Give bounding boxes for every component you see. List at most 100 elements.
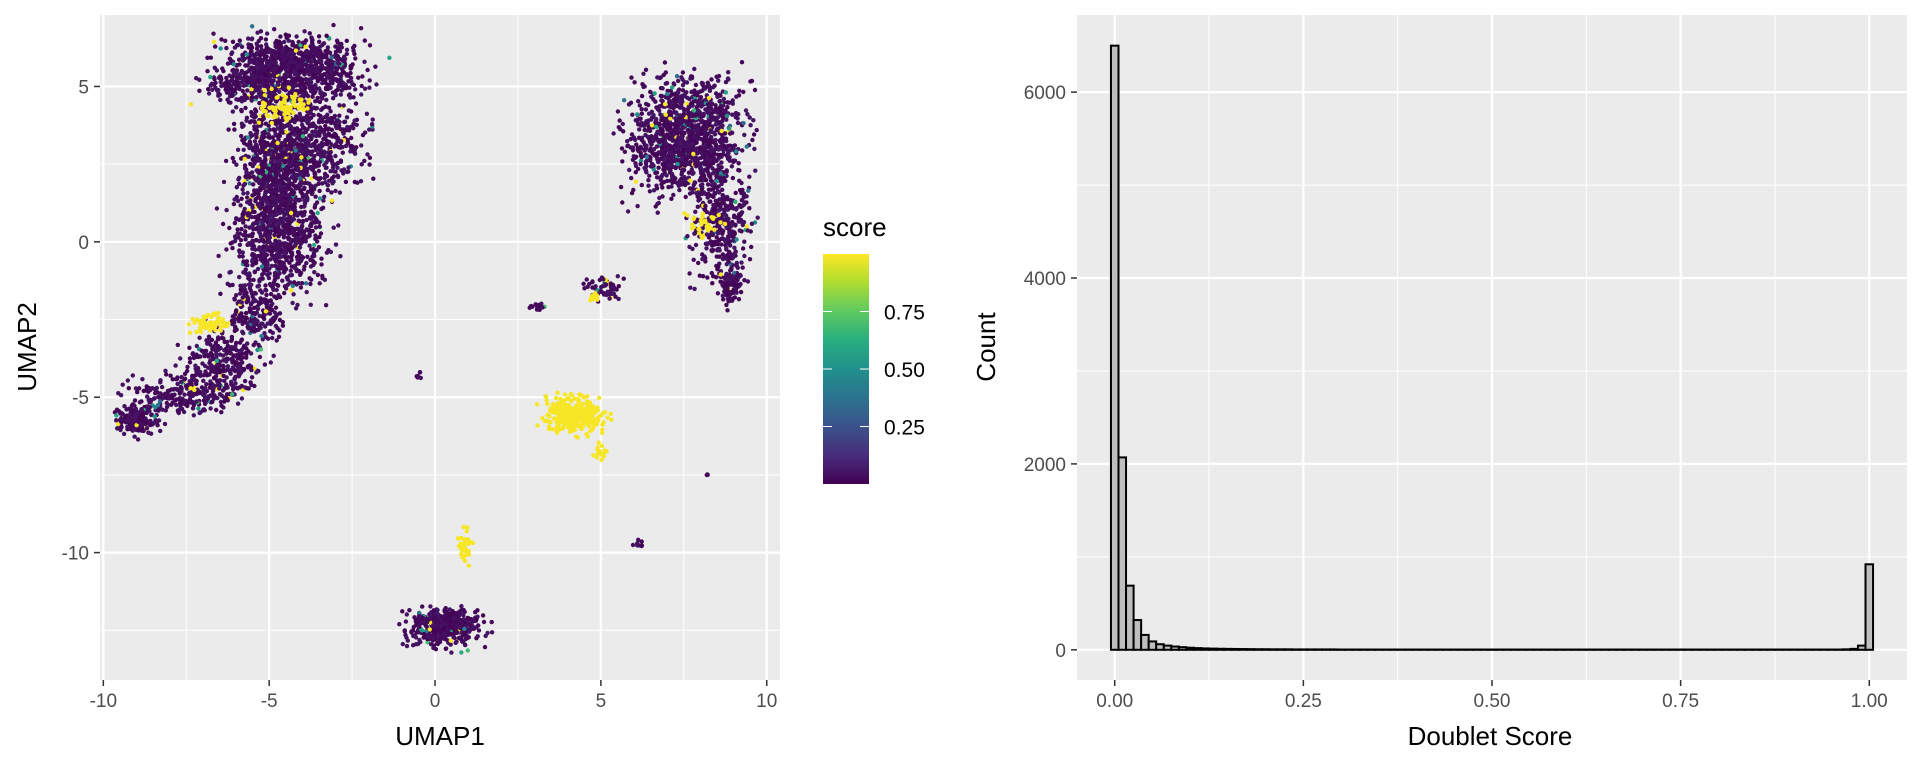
- umap-point: [246, 241, 252, 246]
- umap-point: [309, 143, 314, 149]
- umap-point: [360, 74, 365, 79]
- umap-point: [208, 406, 213, 411]
- umap-point: [362, 158, 367, 164]
- umap-point: [307, 133, 312, 138]
- umap-point: [231, 121, 237, 127]
- umap-point: [322, 171, 328, 177]
- umap-point: [310, 258, 316, 264]
- umap-point: [256, 238, 262, 244]
- umap-point: [255, 30, 260, 35]
- umap-point: [234, 185, 239, 190]
- umap-point: [653, 134, 658, 139]
- umap-point: [225, 364, 231, 369]
- umap-point: [712, 108, 717, 114]
- umap-point: [326, 105, 332, 110]
- umap-point: [323, 180, 328, 185]
- umap-point: [317, 99, 323, 105]
- umap-point: [288, 126, 293, 132]
- umap-point: [320, 127, 325, 132]
- umap-point: [290, 39, 295, 45]
- umap-point: [637, 103, 642, 108]
- umap-point: [252, 79, 257, 84]
- umap-point: [119, 425, 124, 430]
- umap-point: [132, 409, 137, 414]
- umap-point: [275, 145, 280, 151]
- umap-point: [656, 165, 661, 170]
- umap-point: [299, 88, 305, 93]
- umap-point: [275, 134, 281, 139]
- umap-point: [232, 220, 238, 226]
- umap-point: [300, 232, 305, 238]
- umap-point: [247, 67, 252, 73]
- umap-point: [239, 396, 245, 401]
- umap-point: [218, 79, 223, 85]
- umap-point: [267, 76, 272, 81]
- umap-point: [223, 158, 229, 164]
- umap-point: [252, 115, 257, 120]
- umap-point: [258, 94, 264, 100]
- umap-point: [224, 396, 229, 401]
- umap-point: [250, 246, 255, 251]
- umap-point: [266, 275, 272, 281]
- umap-point: [146, 430, 151, 435]
- umap-point: [262, 331, 267, 336]
- umap-point: [126, 415, 131, 420]
- umap-point: [320, 96, 325, 101]
- umap-point: [628, 100, 634, 106]
- umap-point: [201, 351, 207, 356]
- umap-grid: [100, 15, 780, 680]
- umap-point: [256, 191, 261, 196]
- umap-point: [299, 118, 304, 123]
- umap-point: [618, 127, 623, 132]
- umap-point: [337, 113, 342, 118]
- umap-point: [303, 142, 309, 147]
- umap-point: [313, 69, 318, 74]
- umap-point: [693, 82, 699, 88]
- umap-point: [241, 366, 247, 372]
- umap-point: [230, 109, 235, 114]
- umap-point: [289, 257, 294, 263]
- umap-point: [317, 281, 322, 286]
- umap-point: [315, 54, 321, 59]
- umap-point: [348, 66, 353, 71]
- umap-point: [649, 94, 654, 100]
- umap-point: [276, 232, 282, 238]
- umap-point: [704, 132, 710, 138]
- umap-point: [717, 147, 722, 152]
- umap-point: [321, 136, 326, 142]
- umap-point: [271, 188, 276, 194]
- umap-point: [187, 356, 193, 361]
- umap-point: [273, 271, 278, 276]
- umap-point: [273, 173, 279, 178]
- umap-point: [289, 131, 294, 136]
- umap-point: [298, 176, 303, 181]
- umap-point: [279, 140, 285, 146]
- umap-point: [231, 359, 237, 365]
- umap-point: [281, 186, 286, 192]
- umap-point: [320, 80, 325, 86]
- umap-point: [331, 22, 336, 28]
- umap-point: [190, 351, 195, 357]
- umap-point: [262, 68, 267, 74]
- umap-point: [283, 196, 288, 201]
- umap-point: [218, 97, 223, 103]
- umap-point: [359, 162, 364, 167]
- umap-point: [261, 176, 266, 181]
- umap-point: [299, 281, 305, 286]
- umap-point: [369, 122, 375, 127]
- umap-point: [238, 203, 243, 208]
- umap-point: [302, 29, 307, 34]
- umap-point: [270, 159, 275, 164]
- umap-point: [252, 119, 257, 125]
- umap-point: [285, 72, 290, 77]
- umap-point: [148, 399, 153, 405]
- umap-points: [112, 22, 760, 655]
- umap-point: [266, 166, 271, 171]
- umap-point: [330, 165, 336, 170]
- umap-point: [294, 231, 300, 237]
- umap-point: [633, 179, 639, 184]
- umap-point: [232, 45, 238, 50]
- umap-point: [179, 406, 185, 412]
- umap-point: [284, 129, 289, 135]
- umap-point: [229, 318, 235, 323]
